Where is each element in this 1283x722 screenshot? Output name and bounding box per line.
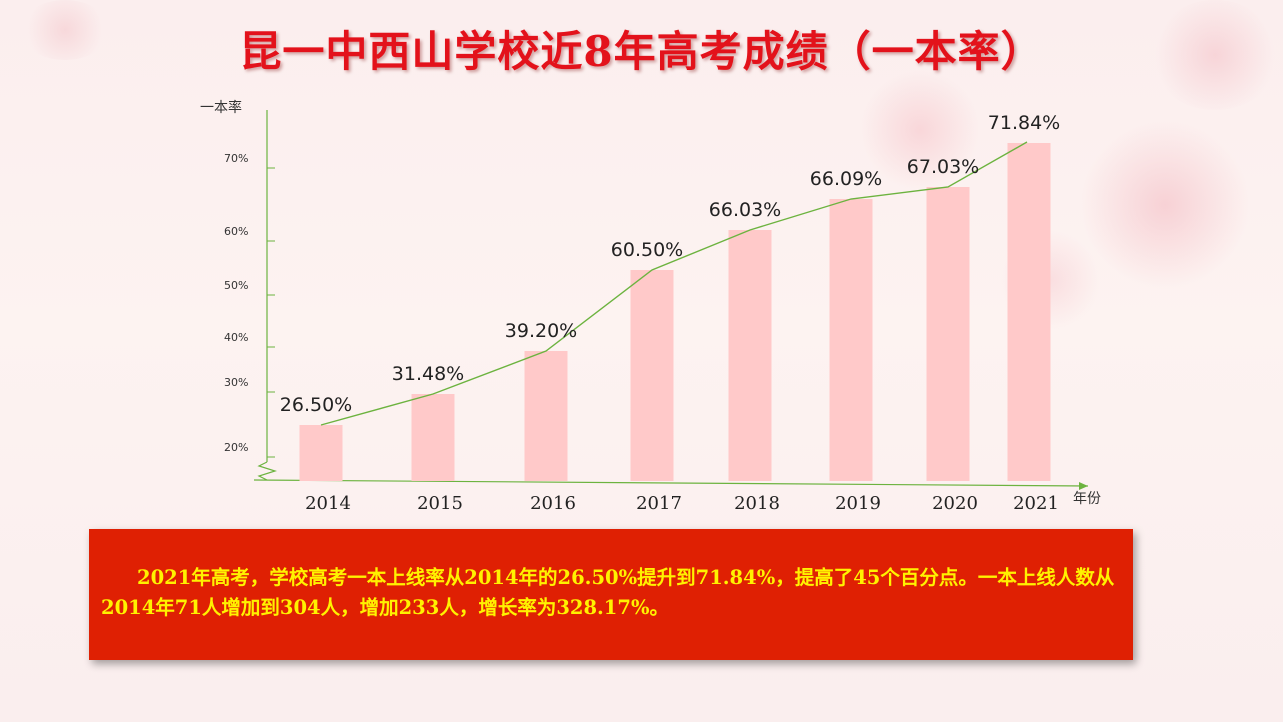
y-tick-label: 60% (224, 225, 248, 238)
blossom-decoration (1150, 0, 1280, 110)
x-axis (253, 479, 1089, 487)
blossom-decoration (20, 0, 110, 60)
y-tick-label: 20% (224, 441, 248, 454)
trend-line (320, 141, 1028, 426)
data-label-2018: 66.03% (709, 199, 781, 221)
bar-2017 (630, 270, 674, 481)
y-axis-label: 一本率 (200, 99, 242, 116)
summary-panel: 2021年高考，学校高考一本上线率从2014年的26.50%提升到71.84%，… (89, 529, 1133, 660)
bar-2015 (411, 394, 455, 481)
bar-2020 (926, 187, 970, 481)
y-tick-label: 70% (224, 152, 248, 165)
chart-axes: 一本率 年份 (200, 99, 1101, 507)
category-label-2019: 2019 (835, 493, 881, 514)
y-tick-label: 30% (224, 376, 248, 389)
summary-text: 2021年高考，学校高考一本上线率从2014年的26.50%提升到71.84%，… (101, 566, 1115, 619)
category-label-2015: 2015 (417, 493, 463, 514)
bar-2016 (524, 351, 568, 481)
data-label-2020: 67.03% (907, 156, 979, 178)
data-label-2017: 60.50% (611, 239, 683, 261)
category-label-2014: 2014 (305, 493, 351, 514)
category-label-2018: 2018 (734, 493, 780, 514)
data-label-2014: 26.50% (280, 394, 352, 416)
data-label-2019: 66.09% (810, 168, 882, 190)
blossom-decoration (1080, 120, 1250, 290)
category-label-2021: 2021 (1013, 493, 1059, 514)
category-label-2017: 2017 (636, 493, 682, 514)
bar-2018 (728, 230, 772, 481)
category-label-2016: 2016 (530, 493, 576, 514)
bar-2014 (299, 425, 343, 481)
x-axis-label: 年份 (1073, 491, 1101, 507)
x-axis-arrow-icon (1079, 482, 1088, 490)
bar-2019 (829, 199, 873, 481)
bar-2021 (1007, 143, 1051, 481)
blossom-decoration (860, 70, 980, 190)
data-label-2016: 39.20% (505, 320, 577, 342)
page-title: 昆一中西山学校近8年高考成绩（一本率） (239, 27, 1044, 76)
category-label-2020: 2020 (932, 493, 978, 514)
y-tick-label: 40% (224, 331, 248, 344)
y-tick-label: 50% (224, 279, 248, 292)
data-label-2015: 31.48% (392, 363, 464, 385)
axis-break-icon (257, 461, 278, 481)
data-label-2021: 71.84% (988, 112, 1060, 134)
